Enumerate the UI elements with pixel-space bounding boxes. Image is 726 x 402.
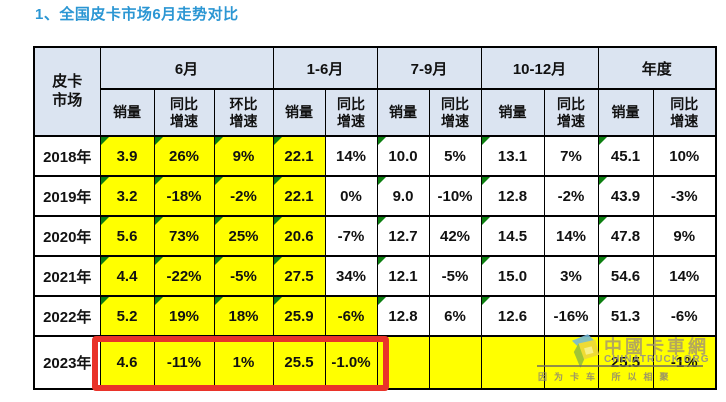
cell-q3-sales xyxy=(376,335,430,390)
cell-q4-yoy: 3% xyxy=(543,255,599,297)
table-row-2019: 2019年 3.2 -18% -2% 22.1 0% 9.0 -10% 12.8… xyxy=(33,175,717,217)
cell-q4-sales: 15.0 xyxy=(480,255,545,297)
cell-june-sales: 5.6 xyxy=(99,215,155,257)
pickup-market-table: 皮卡 市场 6月 1-6月 7-9月 10-12月 年度 销量 同比 增速 环比… xyxy=(33,46,717,390)
cell-year-sales: 43.9 xyxy=(597,175,654,217)
cell-q4-sales: 13.1 xyxy=(480,135,545,177)
cell-june-mom: -5% xyxy=(213,255,274,297)
cell-h1-sales: 25.5 xyxy=(272,335,326,390)
cell-q3-yoy: -5% xyxy=(428,255,482,297)
cell-q3-yoy: 42% xyxy=(428,215,482,257)
cell-june-mom: 1% xyxy=(213,335,274,390)
cell-h1-sales: 22.1 xyxy=(272,135,326,177)
cell-q4-sales: 12.8 xyxy=(480,175,545,217)
cell-june-yoy: -11% xyxy=(153,335,215,390)
subheader-h1-sales: 销量 xyxy=(272,88,326,137)
cell-q4-yoy: -2% xyxy=(543,175,599,217)
cell-q3-yoy xyxy=(428,335,482,390)
subheader-year-sales: 销量 xyxy=(597,88,654,137)
cell-q4-yoy: -16% xyxy=(543,295,599,337)
subheader-q3-yoy: 同比 增速 xyxy=(428,88,482,137)
corner-header: 皮卡 市场 xyxy=(33,46,101,137)
subheader-q3-sales: 销量 xyxy=(376,88,430,137)
cell-h1-yoy: -7% xyxy=(324,215,378,257)
col-group-q3: 7-9月 xyxy=(376,46,482,90)
cell-year-yoy: 10% xyxy=(652,135,717,177)
cell-june-sales: 4.4 xyxy=(99,255,155,297)
row-year-label: 2019年 xyxy=(33,175,101,217)
cell-june-yoy: -22% xyxy=(153,255,215,297)
cell-h1-yoy: -1.0% xyxy=(324,335,378,390)
cell-q4-sales: 12.6 xyxy=(480,295,545,337)
cell-year-sales: 45.1 xyxy=(597,135,654,177)
cell-june-yoy: 73% xyxy=(153,215,215,257)
cell-h1-yoy: -6% xyxy=(324,295,378,337)
cell-year-sales: 51.3 xyxy=(597,295,654,337)
cell-h1-sales: 20.6 xyxy=(272,215,326,257)
cell-june-sales: 4.6 xyxy=(99,335,155,390)
cell-q3-yoy: 5% xyxy=(428,135,482,177)
cell-year-sales: 47.8 xyxy=(597,215,654,257)
cell-year-sales: 25.5 xyxy=(597,335,654,390)
cell-h1-yoy: 0% xyxy=(324,175,378,217)
subheader-year-yoy: 同比 增速 xyxy=(652,88,717,137)
table-row-2022: 2022年 5.2 19% 18% 25.9 -6% 12.8 6% 12.6 … xyxy=(33,295,717,337)
cell-year-yoy: -1% xyxy=(652,335,717,390)
subheader-june-mom: 环比 增速 xyxy=(213,88,274,137)
cell-june-yoy: 19% xyxy=(153,295,215,337)
col-group-q4: 10-12月 xyxy=(480,46,599,90)
cell-year-yoy: -6% xyxy=(652,295,717,337)
table-row-2021: 2021年 4.4 -22% -5% 27.5 34% 12.1 -5% 15.… xyxy=(33,255,717,297)
cell-june-mom: 25% xyxy=(213,215,274,257)
cell-june-sales: 3.9 xyxy=(99,135,155,177)
col-group-year: 年度 xyxy=(597,46,717,90)
cell-q3-yoy: -10% xyxy=(428,175,482,217)
row-year-label: 2021年 xyxy=(33,255,101,297)
col-group-h1: 1-6月 xyxy=(272,46,378,90)
cell-h1-sales: 22.1 xyxy=(272,175,326,217)
subheader-june-sales: 销量 xyxy=(99,88,155,137)
page-title: 1、全国皮卡市场6月走势对比 xyxy=(35,6,239,23)
cell-june-mom: 9% xyxy=(213,135,274,177)
cell-year-sales: 54.6 xyxy=(597,255,654,297)
cell-year-yoy: -3% xyxy=(652,175,717,217)
cell-q3-sales: 12.7 xyxy=(376,215,430,257)
cell-h1-sales: 27.5 xyxy=(272,255,326,297)
cell-year-yoy: 9% xyxy=(652,215,717,257)
subheader-q4-sales: 销量 xyxy=(480,88,545,137)
cell-june-mom: 18% xyxy=(213,295,274,337)
cell-june-sales: 5.2 xyxy=(99,295,155,337)
subheader-june-yoy: 同比 增速 xyxy=(153,88,215,137)
cell-q3-yoy: 6% xyxy=(428,295,482,337)
subheader-h1-yoy: 同比 增速 xyxy=(324,88,378,137)
col-group-june: 6月 xyxy=(99,46,274,90)
cell-h1-sales: 25.9 xyxy=(272,295,326,337)
row-year-label: 2020年 xyxy=(33,215,101,257)
table-row-2023: 2023年 4.6 -11% 1% 25.5 -1.0% 25.5 -1% xyxy=(33,335,717,390)
cell-june-yoy: -18% xyxy=(153,175,215,217)
row-year-label: 2023年 xyxy=(33,335,101,390)
row-year-label: 2022年 xyxy=(33,295,101,337)
cell-q4-yoy: 14% xyxy=(543,215,599,257)
cell-q4-yoy xyxy=(543,335,599,390)
cell-q4-sales xyxy=(480,335,545,390)
cell-q3-sales: 12.1 xyxy=(376,255,430,297)
cell-year-yoy: 14% xyxy=(652,255,717,297)
cell-h1-yoy: 34% xyxy=(324,255,378,297)
cell-q3-sales: 12.8 xyxy=(376,295,430,337)
cell-june-sales: 3.2 xyxy=(99,175,155,217)
subheader-q4-yoy: 同比 增速 xyxy=(543,88,599,137)
table-row-2020: 2020年 5.6 73% 25% 20.6 -7% 12.7 42% 14.5… xyxy=(33,215,717,257)
cell-q3-sales: 9.0 xyxy=(376,175,430,217)
cell-q4-yoy: 7% xyxy=(543,135,599,177)
cell-june-mom: -2% xyxy=(213,175,274,217)
cell-june-yoy: 26% xyxy=(153,135,215,177)
table-row-2018: 2018年 3.9 26% 9% 22.1 14% 10.0 5% 13.1 7… xyxy=(33,135,717,177)
cell-q3-sales: 10.0 xyxy=(376,135,430,177)
cell-q4-sales: 14.5 xyxy=(480,215,545,257)
row-year-label: 2018年 xyxy=(33,135,101,177)
cell-h1-yoy: 14% xyxy=(324,135,378,177)
